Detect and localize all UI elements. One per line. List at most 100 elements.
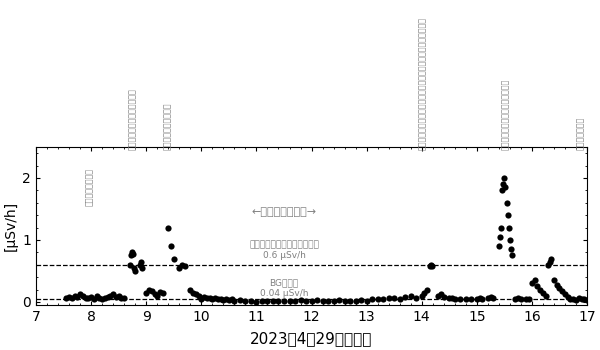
Point [246,298,256,303]
Point [582,297,592,303]
Point [216,296,226,302]
Point [290,298,300,303]
Point [180,263,190,269]
Point [502,200,511,205]
Point [125,262,134,267]
Point [221,297,231,302]
Point [194,293,203,299]
Point [425,263,435,269]
Point [142,290,151,295]
Point [191,292,200,297]
Point [356,297,366,303]
Point [137,265,146,271]
Text: BGレベル
0.04 μSv/h: BGレベル 0.04 μSv/h [260,278,308,298]
Point [119,295,129,301]
Text: 放射線管理区域にすべき基準
0.6 μSv/h: 放射線管理区域にすべき基準 0.6 μSv/h [249,240,319,260]
Point [538,290,548,295]
Point [427,263,437,269]
Point [103,294,112,300]
Point [367,297,377,302]
Point [177,262,187,267]
Point [506,246,516,252]
Point [197,296,206,302]
Point [439,294,449,300]
Point [76,292,85,297]
Point [224,297,234,303]
Point [447,295,457,300]
Point [373,296,382,302]
Point [329,298,338,303]
Point [147,288,157,294]
Point [106,293,115,299]
Point [92,294,101,299]
Point [235,297,245,303]
Point [566,296,575,302]
Point [130,265,139,271]
Point [136,259,146,265]
Point [351,298,361,303]
Point [557,288,567,294]
Point [541,293,550,299]
Point [155,289,165,295]
Point [395,296,404,302]
Point [419,290,429,295]
Point [511,296,520,302]
Point [436,292,446,297]
Point [571,297,581,303]
Point [188,290,198,295]
Point [514,295,523,301]
Point [166,243,176,249]
Point [483,295,493,300]
Point [199,294,209,300]
Point [213,297,223,302]
Point [205,295,214,301]
Point [202,295,212,300]
Point [488,295,498,301]
Point [78,294,88,299]
Point [568,297,578,302]
Point [251,299,261,305]
Point [417,293,427,299]
Point [163,225,173,230]
Point [152,293,162,299]
Point [64,294,74,300]
Point [274,298,283,303]
Point [503,212,512,218]
Point [83,295,93,300]
Point [500,175,509,181]
Point [285,298,295,303]
Point [545,259,554,265]
Point [455,296,465,302]
Point [544,262,553,267]
Point [412,295,421,300]
Point [496,225,506,230]
Point [533,284,542,289]
Point [126,253,136,258]
Point [379,297,388,302]
Point [185,287,195,292]
Point [218,297,228,303]
Point [312,297,322,303]
Point [227,297,236,302]
Point [524,296,534,302]
Point [114,294,124,299]
Text: 大熊町旧役場庁舎、むき出しの土　大野駅付近、むき出しの土: 大熊町旧役場庁舎、むき出しの土 大野駅付近、むき出しの土 [418,17,427,150]
Point [128,251,138,257]
Point [507,253,517,258]
Point [505,237,515,243]
Point [478,297,487,302]
Point [279,299,289,304]
Point [516,296,526,302]
Point [495,234,505,240]
Point [497,188,507,193]
Point [150,292,160,297]
Point [111,294,121,300]
Point [389,295,399,300]
Point [445,295,454,301]
Point [461,297,470,302]
Point [504,225,514,230]
Text: 走行中の常磤道: 走行中の常磤道 [576,117,585,150]
Point [450,296,460,302]
X-axis label: 2023年4月29日の時刻: 2023年4月29日の時刻 [250,331,373,346]
Point [346,299,355,304]
